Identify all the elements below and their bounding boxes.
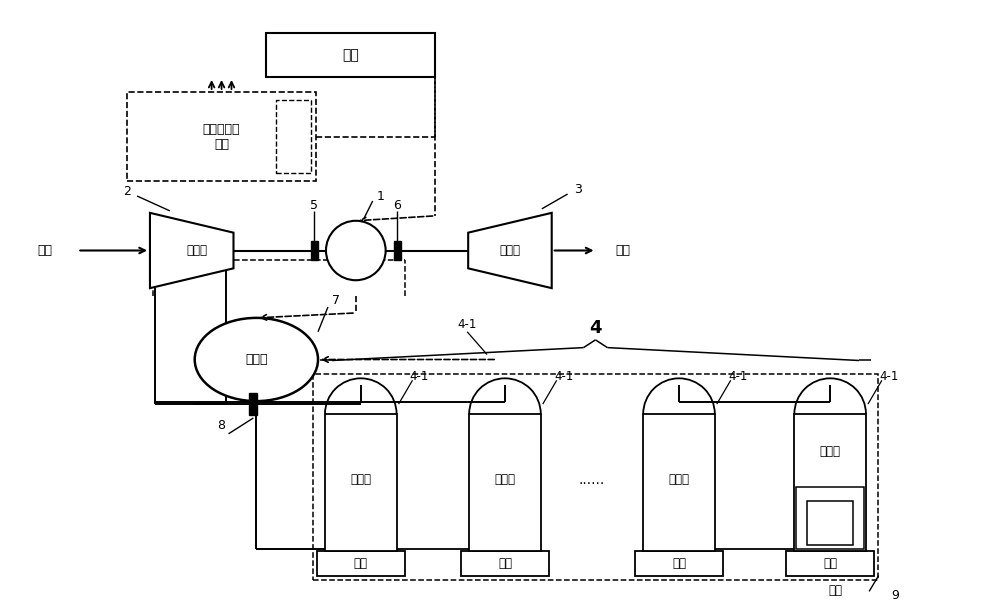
Bar — [796, 487, 864, 549]
Text: 配重: 配重 — [354, 557, 368, 570]
Text: 储气罐: 储气罐 — [820, 445, 841, 458]
Circle shape — [326, 221, 386, 280]
Bar — [127, 92, 316, 181]
Bar — [311, 240, 318, 260]
Text: 配重: 配重 — [672, 557, 686, 570]
Text: 蒓热器: 蒓热器 — [245, 353, 268, 366]
Bar — [635, 551, 723, 575]
Text: 8: 8 — [218, 420, 226, 432]
Text: 海水: 海水 — [828, 584, 842, 597]
Text: 储气罐: 储气罐 — [669, 473, 690, 486]
Text: 4-1: 4-1 — [410, 370, 429, 383]
Polygon shape — [150, 213, 233, 288]
Text: 储气罐: 储气罐 — [494, 473, 515, 486]
Bar — [794, 414, 866, 551]
Bar — [394, 240, 401, 260]
Text: 膨胀机: 膨胀机 — [499, 244, 520, 257]
Bar — [317, 551, 405, 575]
Text: 7: 7 — [332, 293, 340, 307]
Text: 4: 4 — [589, 319, 602, 337]
Text: ......: ...... — [579, 473, 605, 487]
Text: 6: 6 — [393, 199, 401, 212]
Text: 9: 9 — [891, 589, 899, 602]
Text: 4-1: 4-1 — [457, 318, 477, 331]
Bar — [266, 32, 435, 77]
Text: 1: 1 — [377, 190, 385, 203]
Bar — [313, 375, 878, 581]
Text: 4-1: 4-1 — [554, 370, 573, 383]
Text: 压缩机: 压缩机 — [186, 244, 207, 257]
Text: 4-1: 4-1 — [879, 370, 899, 383]
Bar — [249, 393, 257, 415]
Text: 2: 2 — [123, 185, 131, 198]
Text: M/G: M/G — [343, 244, 369, 257]
Text: 水轮发
电机: 水轮发 电机 — [821, 512, 840, 534]
Bar — [807, 501, 853, 545]
Bar — [643, 414, 715, 551]
Text: 4-1: 4-1 — [728, 370, 747, 383]
Text: 配重: 配重 — [823, 557, 837, 570]
Text: 空气: 空气 — [37, 244, 52, 257]
Bar — [786, 551, 874, 575]
Text: 储气罐: 储气罐 — [350, 473, 371, 486]
Polygon shape — [468, 213, 552, 288]
Text: 废气: 废气 — [616, 244, 631, 257]
Bar — [325, 414, 397, 551]
Bar — [276, 100, 311, 173]
Ellipse shape — [195, 318, 318, 401]
Text: 3: 3 — [574, 182, 582, 196]
Bar — [461, 551, 549, 575]
Bar — [469, 414, 541, 551]
Text: 配重: 配重 — [498, 557, 512, 570]
Text: 5: 5 — [310, 199, 318, 212]
Text: 电网: 电网 — [342, 48, 359, 62]
Text: 海上可再生
能源: 海上可再生 能源 — [203, 123, 240, 151]
